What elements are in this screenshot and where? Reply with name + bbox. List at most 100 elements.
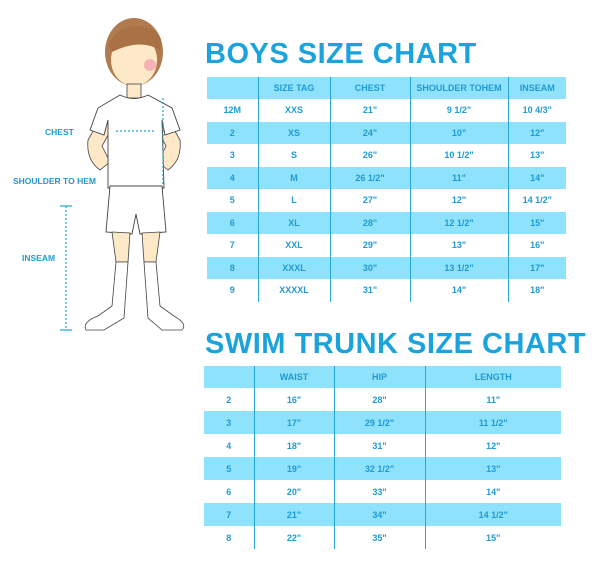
column-header: INSEAM [507,77,566,99]
header-row: WAIST HIP LENGTH [204,366,561,388]
table-cell: 2 [207,121,258,144]
table-cell: 14" [507,166,566,189]
table-cell: 9 1/2" [409,99,508,122]
table-cell: 8 [226,532,232,543]
table-cell: 31" [333,434,425,457]
table-cell: 12" [424,434,561,457]
table-row: 6 XL 28" 12 1/2" 15" [207,211,566,234]
table-cell: 13" [409,234,508,257]
table-cell: 17" [507,256,566,279]
table-cell: L [257,189,330,212]
table-row: 7 XXL 29" 13" 16" [207,234,566,257]
table-cell: 27" [329,189,410,212]
table-cell: XXXXL [257,279,330,302]
table-row: 4 18" 31" 12" [204,434,561,457]
table-cell: 11 1/2" [424,411,561,434]
column-header: HIP [333,366,425,388]
boy-illustration [60,18,185,331]
table-cell: 21" [253,503,334,526]
table-row: 5 L 27" 12" 14 1/2" [207,189,566,212]
table-cell: 7 [229,240,235,251]
table-row: 5 19" 32 1/2" 13" [204,457,561,480]
table-cell: 10 4/3" [507,99,566,122]
table-cell: 29" [329,234,410,257]
table-cell: 4 [207,166,258,189]
table-cell: 7 [204,503,254,526]
table-cell: 14" [409,279,508,302]
table-cell: XXL [257,234,330,257]
table-cell: 11" [424,388,561,411]
table-cell: 11" [409,166,508,189]
table-cell: 9 [229,285,235,296]
table-cell: 15" [507,211,566,234]
table-cell: 21" [329,99,410,122]
table-cell: 13 1/2" [409,256,508,279]
table-cell: 34" [333,503,425,526]
table-row: 6 20" 33" 14" [204,480,561,503]
table-cell: 16" [253,388,334,411]
table-cell: 8 [207,256,258,279]
swim-chart-title: SWIM TRUNK SIZE CHART [205,328,587,360]
table-row: 9 XXXXL 31" 14" 18" [207,279,566,302]
table-cell: 14 1/2" [424,503,561,526]
table-cell: 26" [329,144,410,167]
header-row: SIZE TAG CHEST SHOULDER TOHEM INSEAM [207,77,566,99]
table-cell: 6 [226,486,232,497]
boys-chart-title: BOYS SIZE CHART [205,38,477,70]
table-cell: 35" [333,526,425,549]
column-header [207,77,258,99]
table-row: 7 21" 34" 14 1/2" [204,503,561,526]
table-cell: XS [257,121,330,144]
table-cell: 19" [253,457,334,480]
table-cell: 28" [333,388,425,411]
table-cell: 32 1/2" [333,457,425,480]
table-cell: 13" [507,144,566,167]
column-header: LENGTH [424,366,561,388]
table-cell: XL [257,211,330,234]
table-cell: XXS [257,99,330,122]
table-cell: 5 [229,195,235,206]
table-row: 2 16" 28" 11" [204,388,561,411]
table-cell: 31" [329,279,410,302]
column-header: CHEST [329,77,410,99]
table-cell: 13" [424,457,561,480]
table-cell: 18" [507,279,566,302]
table-cell: 18" [253,434,334,457]
table-cell: S [257,144,330,167]
table-cell: 33" [333,480,425,503]
table-cell: 10" [409,121,508,144]
table-cell: 12M [223,105,241,116]
table-cell: 15" [424,526,561,549]
table-cell: 29 1/2" [333,411,425,434]
table-cell: 12 1/2" [409,211,508,234]
boys-size-table: SIZE TAG CHEST SHOULDER TOHEM INSEAM 12M XXS 2… [207,77,566,302]
column-header: SHOULDER TOHEM [409,77,508,99]
table-cell: XXXL [257,256,330,279]
table-row: 3 S 26" 10 1/2" 13" [207,144,566,167]
table-cell: 3 [204,411,254,434]
table-row: 12M XXS 21" 9 1/2" 10 4/3" [207,99,566,122]
table-cell: 10 1/2" [409,144,508,167]
table-cell: 30" [329,256,410,279]
inseam-label: INSEAM [22,253,56,263]
table-row: 8 22" 35" 15" [204,526,561,549]
column-header: WAIST [253,366,334,388]
table-cell: 5 [204,457,254,480]
table-cell: 28" [329,211,410,234]
chest-label: CHEST [45,127,74,137]
table-row: 2 XS 24" 10" 12" [207,121,566,144]
table-cell: 22" [253,526,334,549]
table-cell: M [257,166,330,189]
table-cell: 26 1/2" [329,166,410,189]
table-cell: 12" [507,121,566,144]
table-cell: 24" [329,121,410,144]
table-cell: 20" [253,480,334,503]
swim-trunk-size-table: WAIST HIP LENGTH 2 16" 28" 11" 3 17" 29 1/2" 11 1/… [204,366,561,549]
shoulder-to-hem-label: SHOULDER TO HEM [13,176,96,186]
table-cell: 16" [507,234,566,257]
column-header [204,366,254,388]
table-row: 8 XXXL 30" 13 1/2" 17" [207,256,566,279]
table-cell: 12" [409,189,508,212]
table-cell: 2 [226,394,232,405]
